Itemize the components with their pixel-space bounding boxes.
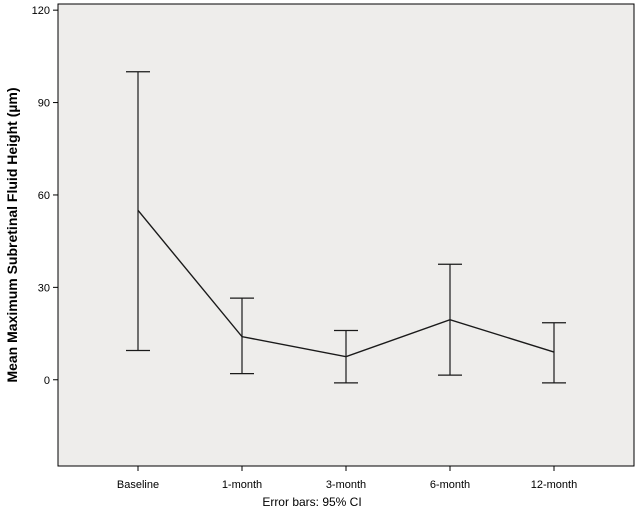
error-bar	[542, 322, 566, 384]
plot-area	[57, 3, 635, 467]
y-axis: 0 30 60 90 120	[32, 5, 58, 387]
y-tick-label: 60	[38, 190, 50, 202]
y-tick-label: 120	[32, 5, 50, 17]
y-axis-title: Mean Maximum Subretinal Fluid Height (µm…	[4, 87, 20, 382]
x-axis: Baseline 1-month 3-month 6-month 12-month	[117, 466, 577, 491]
y-tick-label: 0	[44, 375, 50, 387]
y-tick-label: 90	[38, 98, 50, 110]
error-bars-note: Error bars: 95% CI	[262, 495, 361, 509]
x-tick-label: 1-month	[222, 479, 262, 491]
y-tick-label: 30	[38, 282, 50, 294]
x-tick-label: Baseline	[117, 479, 159, 491]
series-line	[137, 209, 555, 358]
x-tick-label: 12-month	[531, 479, 577, 491]
x-tick-label: 3-month	[326, 479, 366, 491]
x-tick-label: 6-month	[430, 479, 470, 491]
